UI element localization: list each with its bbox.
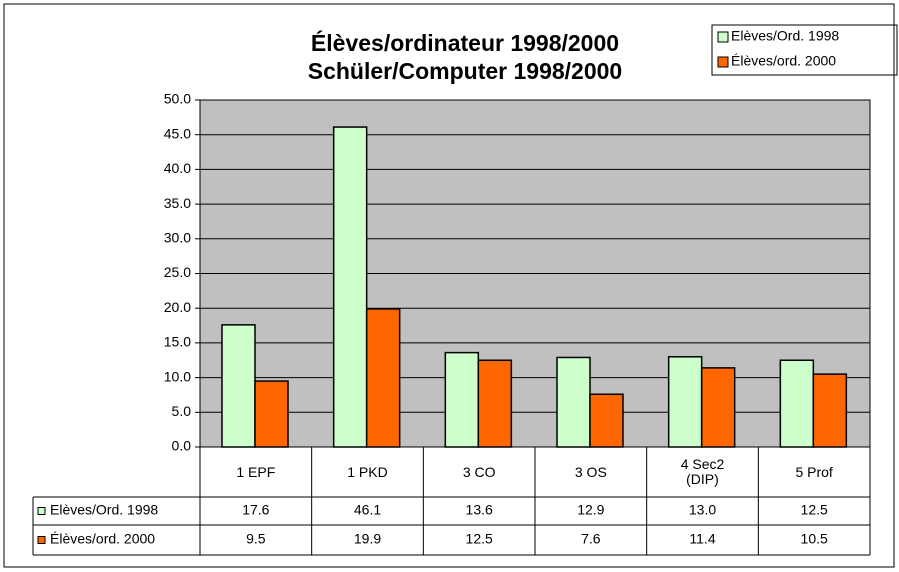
table-value: 11.4 xyxy=(689,531,715,547)
y-tick-label: 20.0 xyxy=(164,299,191,315)
bar xyxy=(444,351,480,448)
bar xyxy=(332,126,368,448)
table-value: 12.5 xyxy=(801,502,828,518)
x-tick-label-cell: 5 Prof xyxy=(795,463,833,480)
y-tick-label: 30.0 xyxy=(164,230,191,246)
bar xyxy=(589,393,624,448)
bar xyxy=(779,359,815,448)
y-tick-label: 5.0 xyxy=(172,403,192,419)
y-tick-label: 0.0 xyxy=(172,438,192,454)
y-tick-label: 50.0 xyxy=(164,91,191,107)
table-value: 10.5 xyxy=(801,531,828,547)
x-tick-label-cell: 4 Sec2 (DIP) xyxy=(680,456,725,487)
bar xyxy=(556,356,591,448)
bar xyxy=(477,359,513,448)
y-tick-label: 10.0 xyxy=(164,368,191,384)
bar xyxy=(254,380,289,448)
legend-key xyxy=(717,56,729,68)
table-series-name: Élèves/ord. 2000 xyxy=(50,531,155,547)
y-tick-label: 25.0 xyxy=(164,264,191,280)
x-tick-label-cell: 1 PKD xyxy=(347,463,388,480)
x-tick-label: 1 EPF xyxy=(236,463,276,480)
table-key xyxy=(37,536,46,544)
x-tick-label: 5 Prof xyxy=(795,463,833,480)
bar xyxy=(221,324,256,448)
table-key xyxy=(37,507,46,515)
x-tick-label-cell: 3 OS xyxy=(574,463,607,480)
legend-label: Élèves/ord. 2000 xyxy=(731,53,836,69)
x-tick-label-cell: 1 EPF xyxy=(236,463,276,480)
table-value: 7.6 xyxy=(581,531,601,547)
y-tick-label: 40.0 xyxy=(164,160,191,176)
legend-label: Elèves/Ord. 1998 xyxy=(731,28,839,44)
table-value: 12.9 xyxy=(577,502,604,518)
table-series-name: Elèves/Ord. 1998 xyxy=(50,502,158,518)
y-tick-label: 15.0 xyxy=(164,334,191,350)
table-value: 13.6 xyxy=(466,502,493,518)
y-tick-label: 45.0 xyxy=(164,125,191,141)
chart-title: Élèves/ordinateur 1998/2000 xyxy=(311,29,619,56)
bar xyxy=(812,373,848,448)
bar xyxy=(700,367,736,448)
x-tick-label: 3 OS xyxy=(574,463,607,480)
x-tick-label-cell: 3 CO xyxy=(462,463,496,480)
bar xyxy=(365,308,401,448)
y-tick-label: 35.0 xyxy=(164,195,191,211)
legend-box xyxy=(711,24,898,76)
x-tick-label: 3 CO xyxy=(462,463,496,480)
table-value: 9.5 xyxy=(246,531,266,547)
table-value: 13.0 xyxy=(689,502,716,518)
x-tick-label: 4 Sec2 (DIP) xyxy=(680,456,725,487)
table-value: 46.1 xyxy=(354,502,381,518)
bar xyxy=(667,356,703,448)
chart-subtitle: Schüler/Computer 1998/2000 xyxy=(308,58,622,84)
legend-key xyxy=(717,31,729,43)
table-value: 12.5 xyxy=(466,531,493,547)
table-value: 19.9 xyxy=(354,531,381,547)
x-tick-label: 1 PKD xyxy=(347,463,388,480)
table-value: 17.6 xyxy=(242,502,269,518)
